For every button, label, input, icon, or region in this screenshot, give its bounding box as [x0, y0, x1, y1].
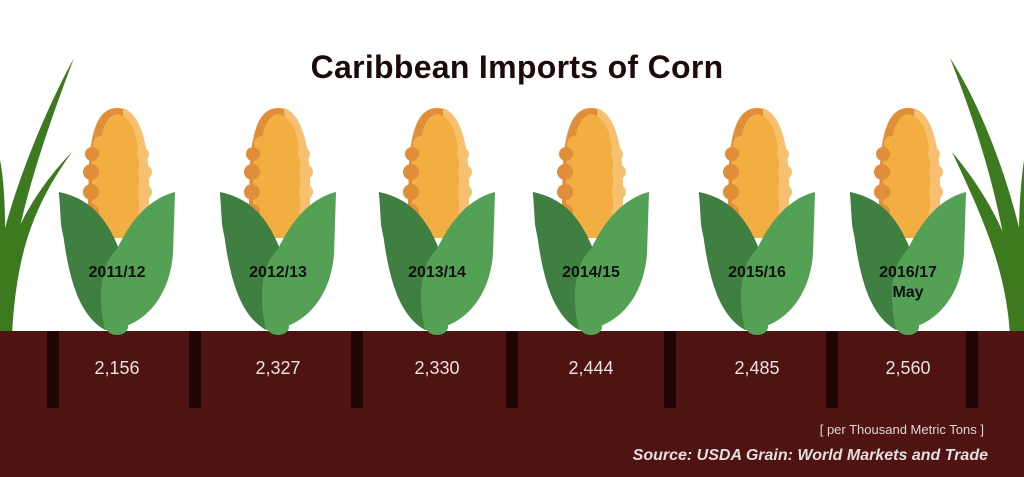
year-label: 2015/16 [728, 264, 786, 281]
year-label: 2012/13 [249, 264, 307, 281]
import-value: 2,485 [734, 358, 780, 378]
corn-cob-2016-17: 2016/17 May [848, 104, 968, 336]
year-sublabel: May [892, 284, 924, 301]
separator-bar [664, 331, 676, 408]
corn-cob-2013-14: 2013/14 [377, 104, 497, 336]
year-label: 2016/17 [879, 264, 937, 281]
grass-left-icon [0, 58, 74, 335]
import-value: 2,327 [255, 358, 301, 378]
corn-cob-icon [379, 108, 495, 335]
chart-title: Caribbean Imports of Corn [310, 49, 724, 86]
import-value: 2,156 [94, 358, 140, 378]
separator-bar [189, 331, 201, 408]
import-value: 2,330 [414, 358, 460, 378]
source-note: Source: USDA Grain: World Markets and Tr… [632, 447, 988, 464]
corn-cob-icon [220, 108, 336, 335]
year-label: 2011/12 [88, 264, 146, 281]
import-value: 2,560 [885, 358, 931, 378]
year-label: 2014/15 [562, 264, 620, 281]
year-label: 2013/14 [408, 264, 466, 281]
corn-cob-2012-13: 2012/13 [218, 104, 338, 336]
corn-cob-icon [533, 108, 649, 335]
corn-cob-2015-16: 2015/16 [697, 104, 817, 336]
separator-bar [351, 331, 363, 408]
corn-cob-2011-12: 2011/12 [57, 104, 177, 336]
import-value: 2,444 [568, 358, 614, 378]
corn-cob-icon [699, 108, 815, 335]
separator-bar [47, 331, 59, 408]
separator-bar [826, 331, 838, 408]
corn-cob-icon [59, 108, 175, 335]
corn-cob-2014-15: 2014/15 [531, 104, 651, 336]
grass-right-icon [950, 58, 1024, 335]
separator-bar [506, 331, 518, 408]
separator-bar [966, 331, 978, 408]
units-note: [ per Thousand Metric Tons ] [819, 422, 984, 437]
